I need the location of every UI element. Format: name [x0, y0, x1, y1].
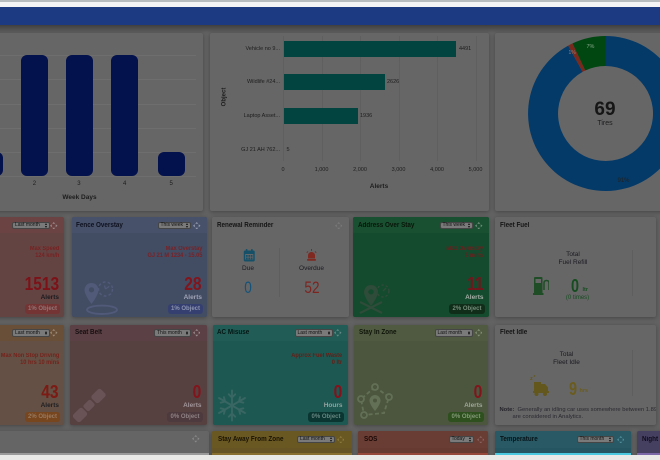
svg-text:z: z [534, 373, 536, 378]
svg-text:z: z [530, 376, 533, 382]
